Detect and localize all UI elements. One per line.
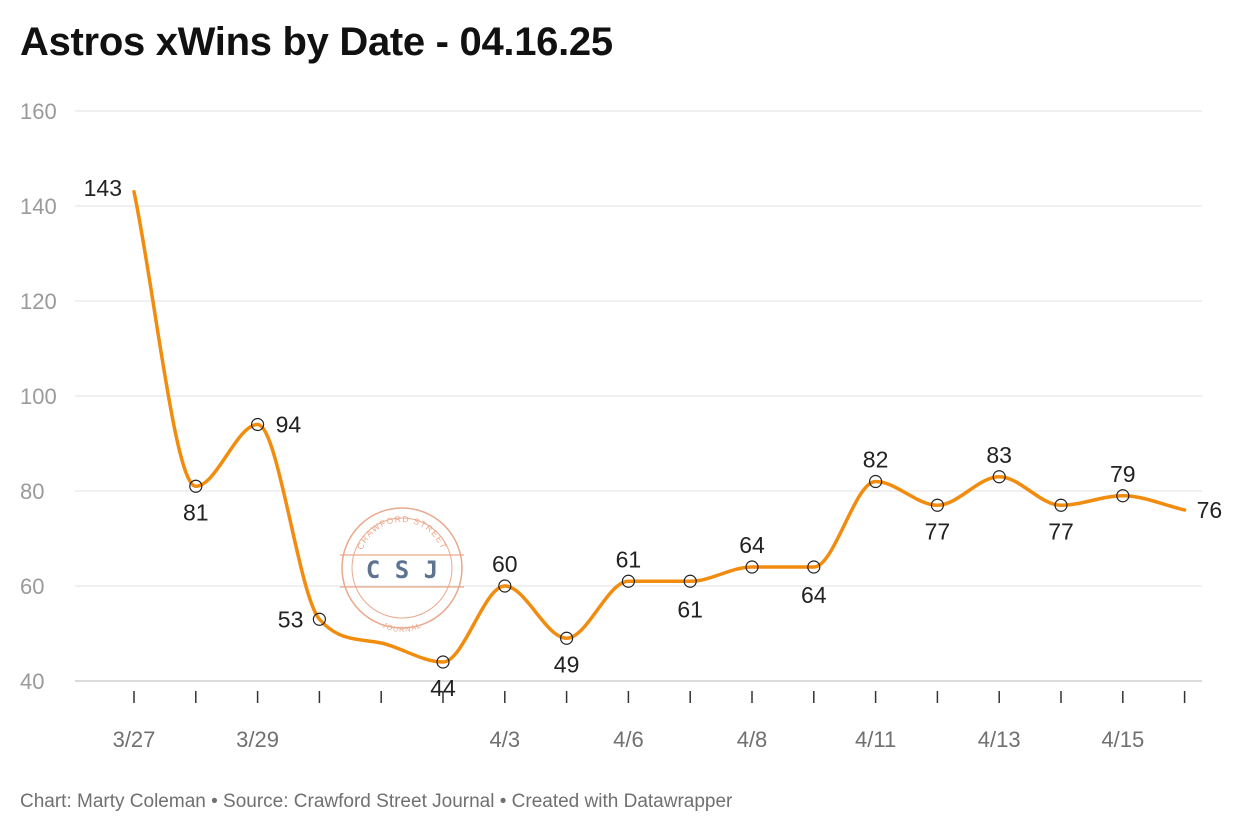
data-label: 53	[278, 606, 304, 632]
y-tick-label: 120	[20, 289, 57, 314]
y-tick-label: 140	[20, 194, 57, 219]
series-line	[132, 190, 1187, 664]
data-label: 143	[84, 175, 122, 201]
y-tick-label: 40	[20, 669, 44, 694]
data-point-marker	[992, 470, 1006, 484]
x-tick-label: 4/3	[490, 727, 521, 752]
data-label: 83	[986, 442, 1012, 468]
data-label: 82	[863, 447, 889, 473]
x-tick-label: 4/15	[1101, 727, 1144, 752]
data-point-markers	[189, 417, 1130, 669]
data-label: 64	[801, 582, 827, 608]
watermark-center-text: C S J	[366, 556, 438, 584]
data-point-marker	[930, 498, 945, 512]
data-point-marker	[559, 631, 574, 645]
data-label: 64	[739, 532, 765, 558]
data-point-marker	[1054, 498, 1068, 512]
x-tick-label: 3/27	[113, 727, 156, 752]
chart-footer-credits: Chart: Marty Coleman • Source: Crawford …	[20, 791, 733, 812]
data-label: 94	[276, 412, 302, 438]
data-label: 81	[183, 499, 209, 525]
x-tick-label: 4/6	[613, 727, 644, 752]
csj-watermark-logo: CRAWFORD STREET C S J JOURNAL	[340, 507, 464, 634]
data-point-marker	[251, 417, 265, 432]
data-label: 49	[554, 651, 580, 677]
gridlines	[75, 110, 1202, 682]
data-point-marker	[312, 612, 326, 626]
data-point-marker	[868, 474, 883, 489]
y-tick-label: 60	[20, 574, 44, 599]
data-point-marker	[807, 560, 821, 574]
watermark-outer-ring	[341, 507, 463, 629]
data-point-marker	[498, 579, 512, 593]
data-point-marker	[189, 479, 203, 493]
line-chart: 40 60 80 100 120 140 160 3/27 3/29 4/3 4/6 4/8 4/11…	[20, 99, 1223, 752]
x-tick-label: 3/29	[236, 727, 279, 752]
data-label: 79	[1110, 461, 1136, 487]
y-tick-label: 100	[20, 384, 57, 409]
data-label: 77	[1048, 518, 1074, 544]
watermark-top-text: CRAWFORD STREET	[355, 514, 449, 551]
x-axis-ticks: 3/27 3/29 4/3 4/6 4/8 4/11 4/13 4/15	[113, 691, 1186, 752]
data-label: 61	[616, 546, 642, 572]
data-labels: 143 81 94 53 44 60 49 61 61 64 64 82 77 83 77 79 76	[84, 175, 1223, 701]
watermark-bottom-text: JOURNAL	[381, 620, 423, 634]
y-tick-label: 80	[20, 479, 44, 504]
data-label: 61	[677, 596, 703, 622]
data-point-marker	[745, 560, 759, 574]
x-tick-label: 4/13	[978, 727, 1021, 752]
data-point-marker	[436, 655, 450, 669]
watermark-inner-ring	[351, 517, 453, 619]
data-label: 60	[492, 551, 518, 577]
data-point-marker	[683, 574, 697, 588]
data-label: 76	[1197, 497, 1223, 523]
chart-title: Astros xWins by Date - 04.16.25	[20, 20, 613, 64]
y-tick-label: 160	[20, 99, 57, 124]
data-point-marker	[1116, 489, 1130, 503]
y-axis-tick-labels: 40 60 80 100 120 140 160	[20, 99, 57, 694]
data-label: 77	[925, 518, 951, 544]
data-point-marker	[621, 574, 636, 588]
x-tick-label: 4/11	[855, 727, 896, 752]
x-tick-label: 4/8	[737, 727, 768, 752]
data-label: 44	[430, 675, 456, 701]
